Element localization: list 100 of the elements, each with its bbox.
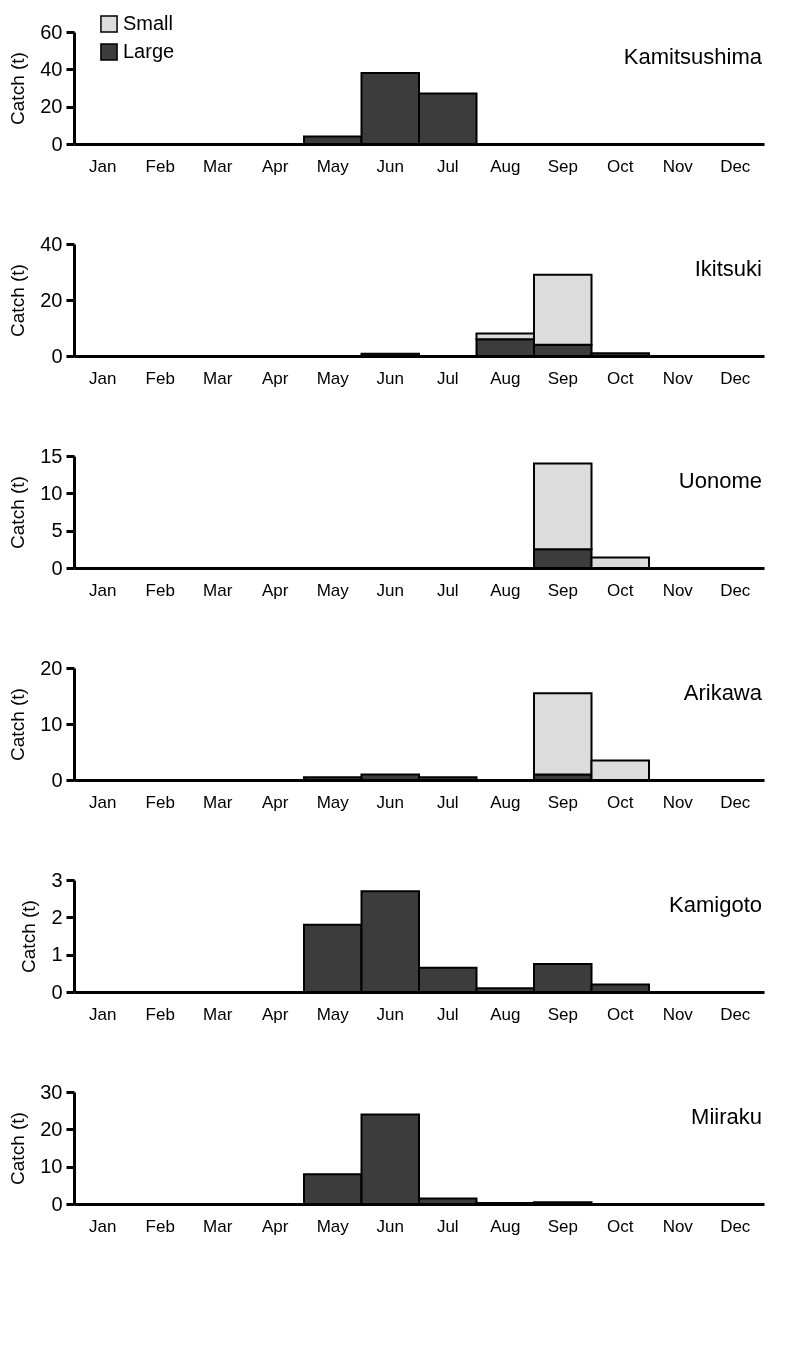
x-tick-label: Nov bbox=[662, 792, 694, 812]
y-tick-label: 0 bbox=[51, 768, 63, 791]
y-tick-label: 0 bbox=[51, 980, 63, 1003]
x-tick-label: Aug bbox=[490, 1004, 521, 1024]
x-tick-label: Jun bbox=[376, 368, 404, 388]
x-tick-label: Jan bbox=[89, 156, 117, 176]
x-tick-label: Jun bbox=[376, 1004, 404, 1024]
x-tick-label: Nov bbox=[662, 1216, 694, 1236]
legend-label: Small bbox=[123, 12, 174, 34]
x-tick-label: Nov bbox=[662, 580, 694, 600]
x-tick-label: Aug bbox=[490, 580, 521, 600]
x-tick-label: Sep bbox=[547, 580, 578, 600]
legend-label: Large bbox=[123, 40, 175, 62]
annotation: Kamitsushima bbox=[623, 44, 763, 69]
y-tick-label: 3 bbox=[51, 868, 63, 891]
x-tick-label: May bbox=[316, 1216, 350, 1236]
x-tick-label: Dec bbox=[720, 368, 751, 388]
y-tick-label: 10 bbox=[40, 481, 63, 504]
x-tick-label: Nov bbox=[662, 368, 694, 388]
y-axis-title: Catch (t) bbox=[7, 52, 29, 125]
y-tick-label: 20 bbox=[40, 656, 63, 679]
x-tick-label: Aug bbox=[490, 1216, 521, 1236]
x-tick-label: Apr bbox=[262, 156, 289, 176]
x-tick-label: Oct bbox=[607, 1216, 634, 1236]
y-tick-label: 5 bbox=[51, 519, 63, 542]
y-tick-label: 0 bbox=[51, 1192, 63, 1215]
annotation: Miiraku bbox=[691, 1104, 762, 1129]
x-tick-label: Mar bbox=[203, 1004, 233, 1024]
y-tick-label: 0 bbox=[51, 132, 63, 155]
x-tick-label: Dec bbox=[720, 792, 751, 812]
x-tick-label: Jul bbox=[436, 792, 459, 812]
x-tick-label: Mar bbox=[203, 792, 233, 812]
x-tick-label: Feb bbox=[145, 580, 175, 600]
x-tick-label: Jul bbox=[436, 156, 459, 176]
x-tick-label: Jun bbox=[376, 1216, 404, 1236]
x-tick-label: Sep bbox=[547, 156, 578, 176]
x-tick-label: Dec bbox=[720, 580, 751, 600]
y-tick-label: 2 bbox=[51, 905, 63, 928]
x-tick-label: Oct bbox=[607, 580, 634, 600]
x-tick-label: May bbox=[316, 580, 350, 600]
annotation: Ikitsuki bbox=[694, 256, 762, 281]
x-tick-label: Feb bbox=[145, 368, 175, 388]
x-tick-label: Feb bbox=[145, 1216, 175, 1236]
x-tick-label: Nov bbox=[662, 1004, 694, 1024]
y-tick-label: 20 bbox=[40, 288, 63, 311]
x-tick-label: Mar bbox=[203, 368, 233, 388]
x-tick-label: Mar bbox=[203, 1216, 233, 1236]
y-axis-title: Catch (t) bbox=[7, 264, 29, 337]
x-tick-label: Dec bbox=[720, 156, 751, 176]
x-tick-label: Oct bbox=[607, 156, 634, 176]
y-tick-label: 10 bbox=[40, 1155, 63, 1178]
x-tick-label: Apr bbox=[262, 580, 289, 600]
x-tick-label: Jul bbox=[436, 368, 459, 388]
x-tick-label: Sep bbox=[547, 1004, 578, 1024]
x-tick-label: Apr bbox=[262, 1216, 289, 1236]
x-tick-label: Jun bbox=[376, 792, 404, 812]
x-tick-label: Jan bbox=[89, 580, 117, 600]
x-tick-label: Jul bbox=[436, 1004, 459, 1024]
x-tick-label: Mar bbox=[203, 156, 233, 176]
x-tick-label: Jun bbox=[376, 156, 404, 176]
x-tick-label: Jul bbox=[436, 1216, 459, 1236]
y-axis-title: Catch (t) bbox=[7, 1112, 29, 1185]
x-tick-label: Sep bbox=[547, 368, 578, 388]
x-tick-label: Apr bbox=[262, 368, 289, 388]
x-tick-label: May bbox=[316, 1004, 350, 1024]
y-tick-label: 15 bbox=[40, 444, 63, 467]
x-tick-label: May bbox=[316, 792, 350, 812]
x-tick-label: May bbox=[316, 368, 350, 388]
y-tick-label: 0 bbox=[51, 344, 63, 367]
x-tick-label: Aug bbox=[490, 156, 521, 176]
x-tick-label: Jan bbox=[89, 1004, 117, 1024]
x-tick-label: Sep bbox=[547, 1216, 578, 1236]
y-tick-label: 0 bbox=[51, 556, 63, 579]
y-tick-label: 60 bbox=[40, 20, 63, 43]
y-tick-label: 20 bbox=[40, 1117, 63, 1140]
annotation: Uonome bbox=[678, 468, 762, 493]
x-tick-label: Feb bbox=[145, 1004, 175, 1024]
x-tick-label: Jan bbox=[89, 368, 117, 388]
x-tick-label: Oct bbox=[607, 1004, 634, 1024]
x-tick-label: Jan bbox=[89, 792, 117, 812]
x-tick-label: Mar bbox=[203, 580, 233, 600]
y-axis-title: Catch (t) bbox=[7, 476, 29, 549]
x-tick-label: Jan bbox=[89, 1216, 117, 1236]
x-tick-label: Sep bbox=[547, 792, 578, 812]
x-tick-label: Apr bbox=[262, 1004, 289, 1024]
x-tick-label: Nov bbox=[662, 156, 694, 176]
y-tick-label: 20 bbox=[40, 95, 63, 118]
x-tick-label: Oct bbox=[607, 792, 634, 812]
x-tick-label: Feb bbox=[145, 792, 175, 812]
annotation: Arikawa bbox=[683, 680, 763, 705]
y-tick-label: 1 bbox=[51, 943, 63, 966]
x-tick-label: Feb bbox=[145, 156, 175, 176]
y-tick-label: 30 bbox=[40, 1080, 63, 1103]
annotation: Kamigoto bbox=[669, 892, 762, 917]
y-axis-title: Catch (t) bbox=[7, 688, 29, 761]
y-tick-label: 40 bbox=[40, 232, 63, 255]
x-tick-label: Aug bbox=[490, 368, 521, 388]
x-tick-label: Apr bbox=[262, 792, 289, 812]
x-tick-label: Oct bbox=[607, 368, 634, 388]
y-tick-label: 40 bbox=[40, 57, 63, 80]
